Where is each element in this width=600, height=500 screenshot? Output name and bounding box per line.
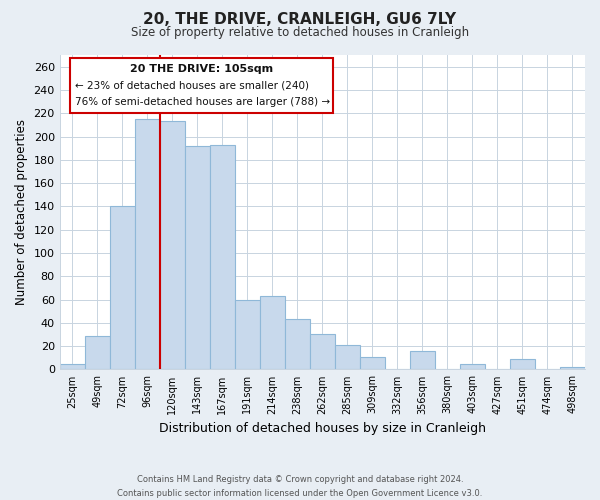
Bar [560, 367, 585, 370]
Bar [360, 356, 385, 370]
Bar [135, 119, 160, 370]
Bar [59, 364, 85, 370]
Text: ← 23% of detached houses are smaller (240): ← 23% of detached houses are smaller (24… [76, 80, 310, 90]
Bar [185, 146, 210, 370]
Bar [460, 364, 485, 370]
Text: Size of property relative to detached houses in Cranleigh: Size of property relative to detached ho… [131, 26, 469, 39]
Bar [160, 122, 185, 370]
Bar [335, 345, 360, 370]
Text: 20, THE DRIVE, CRANLEIGH, GU6 7LY: 20, THE DRIVE, CRANLEIGH, GU6 7LY [143, 12, 457, 28]
X-axis label: Distribution of detached houses by size in Cranleigh: Distribution of detached houses by size … [159, 422, 486, 435]
Bar [285, 320, 310, 370]
Bar [410, 351, 435, 370]
Bar [110, 206, 135, 370]
Bar [310, 334, 335, 370]
Y-axis label: Number of detached properties: Number of detached properties [15, 119, 28, 305]
Text: Contains HM Land Registry data © Crown copyright and database right 2024.
Contai: Contains HM Land Registry data © Crown c… [118, 476, 482, 498]
Text: 76% of semi-detached houses are larger (788) →: 76% of semi-detached houses are larger (… [76, 98, 331, 108]
Bar [210, 144, 235, 370]
Text: 20 THE DRIVE: 105sqm: 20 THE DRIVE: 105sqm [130, 64, 273, 74]
FancyBboxPatch shape [70, 58, 333, 113]
Bar [235, 300, 260, 370]
Bar [85, 336, 110, 370]
Bar [510, 359, 535, 370]
Bar [260, 296, 285, 370]
